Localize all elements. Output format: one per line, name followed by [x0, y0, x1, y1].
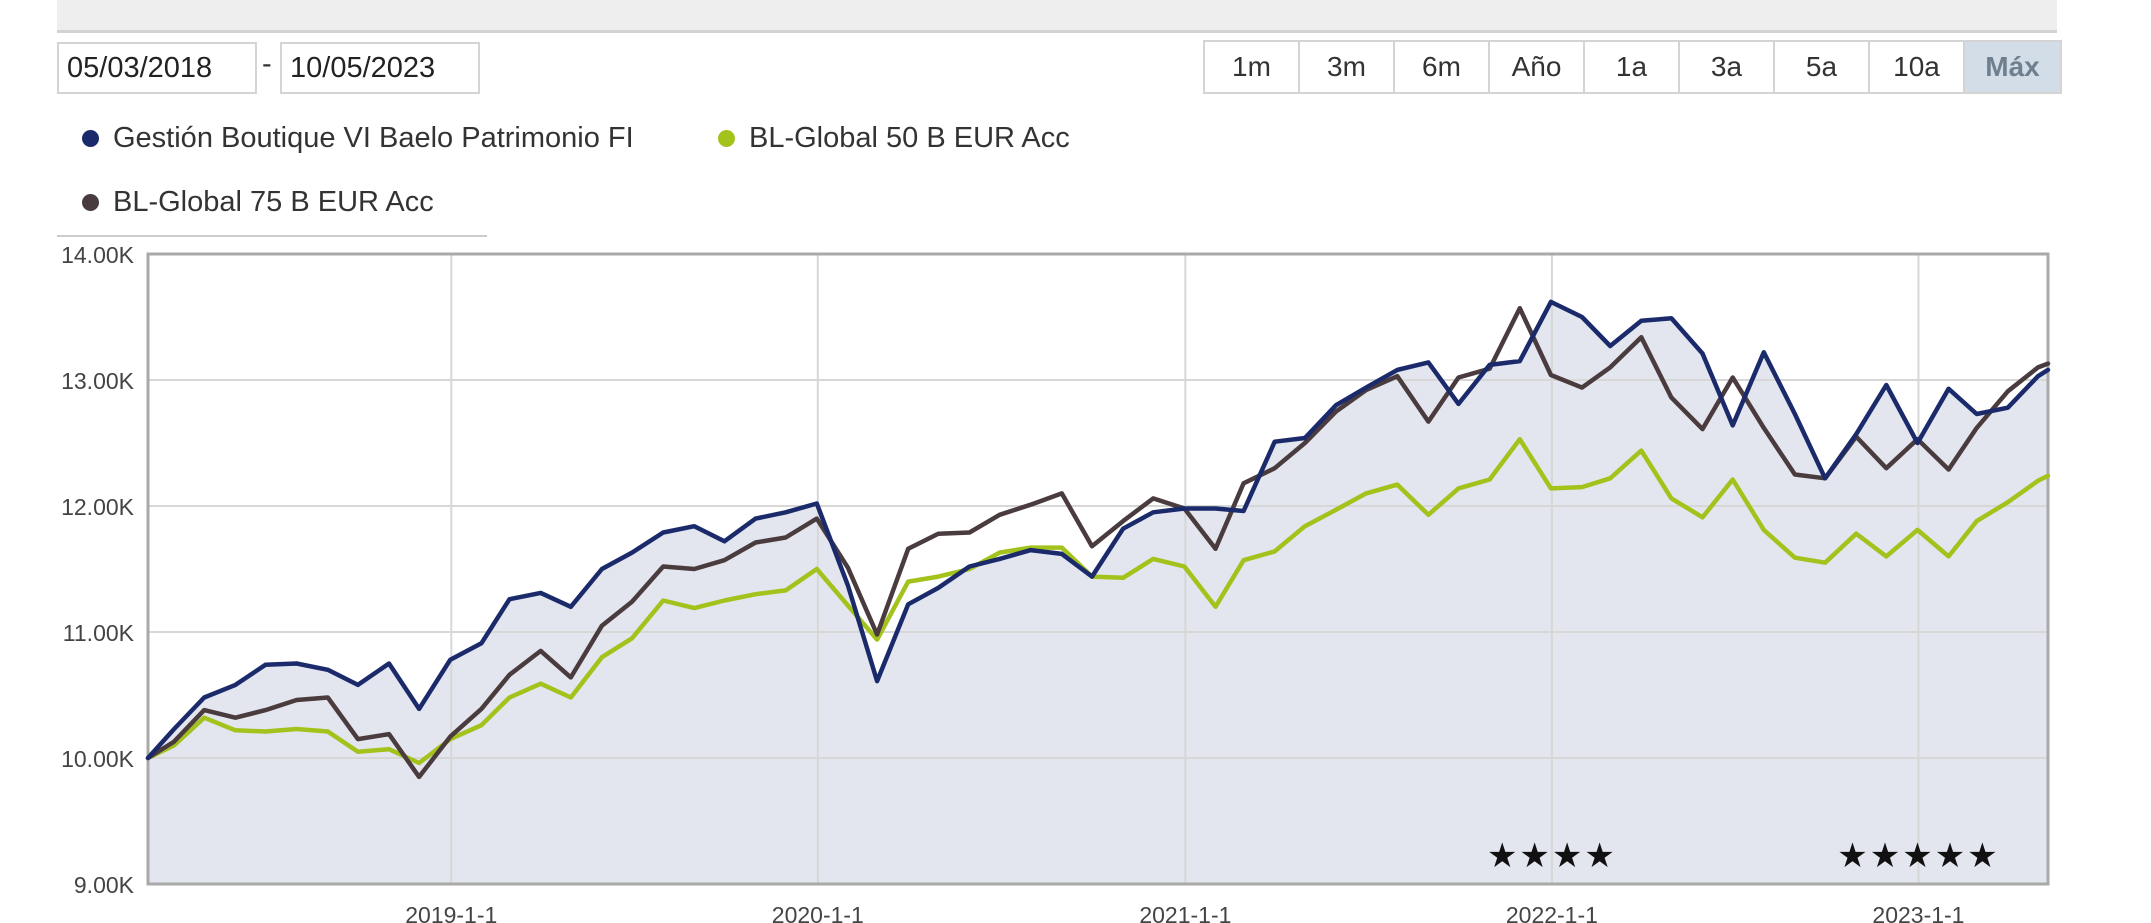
legend-item[interactable]: BL-Global 75 B EUR Acc [82, 186, 434, 219]
series-line [145, 305, 2051, 780]
legend-dot-icon [82, 194, 99, 211]
date-to-input[interactable] [280, 42, 480, 94]
date-from-input[interactable] [57, 42, 257, 94]
date-separator: - [262, 48, 272, 80]
range-button-1m[interactable]: 1m [1205, 42, 1300, 92]
legend-label: BL-Global 50 B EUR Acc [749, 122, 1070, 154]
legend-item[interactable]: BL-Global 50 B EUR Acc [718, 122, 1070, 155]
legend-item[interactable]: Gestión Boutique VI Baelo Patrimonio FI [82, 122, 634, 155]
plot-frame [146, 252, 2050, 886]
legend-divider [57, 235, 487, 237]
star-rating-annotation: ★★★★★ [1837, 836, 1999, 876]
range-button-5y[interactable]: 5a [1775, 42, 1870, 92]
area-fill [148, 301, 2048, 884]
y-tick-label: 10.00K [61, 746, 135, 772]
legend-dot-icon [718, 130, 735, 147]
legend-label: Gestión Boutique VI Baelo Patrimonio FI [113, 122, 634, 154]
legend-dot-icon [82, 130, 99, 147]
x-tick-label: 2022-1-1 [1506, 902, 1598, 923]
y-tick-label: 13.00K [61, 368, 135, 394]
range-button-6m[interactable]: 6m [1395, 42, 1490, 92]
y-tick-label: 12.00K [61, 494, 135, 520]
range-selector: 1m 3m 6m Año 1a 3a 5a 10a Máx [1203, 40, 2062, 94]
range-button-10y[interactable]: 10a [1870, 42, 1965, 92]
range-button-3m[interactable]: 3m [1300, 42, 1395, 92]
x-tick-label: 2021-1-1 [1139, 902, 1231, 923]
legend-label: BL-Global 75 B EUR Acc [113, 186, 434, 218]
star-rating-annotation: ★★★★ [1487, 836, 1617, 876]
x-tick-label: 2019-1-1 [405, 902, 497, 923]
y-tick-label: 11.00K [63, 620, 135, 646]
series-line [145, 299, 2051, 761]
range-button-ytd[interactable]: Año [1490, 42, 1585, 92]
range-button-3y[interactable]: 3a [1680, 42, 1775, 92]
range-button-max[interactable]: Máx [1965, 42, 2060, 92]
y-tick-label: 9.00K [74, 872, 135, 898]
x-tick-label: 2023-1-1 [1872, 902, 1964, 923]
series-line [145, 436, 2051, 766]
range-button-1y[interactable]: 1a [1585, 42, 1680, 92]
y-tick-label: 14.00K [61, 242, 135, 268]
top-bar [57, 0, 2057, 33]
x-tick-label: 2020-1-1 [772, 902, 864, 923]
